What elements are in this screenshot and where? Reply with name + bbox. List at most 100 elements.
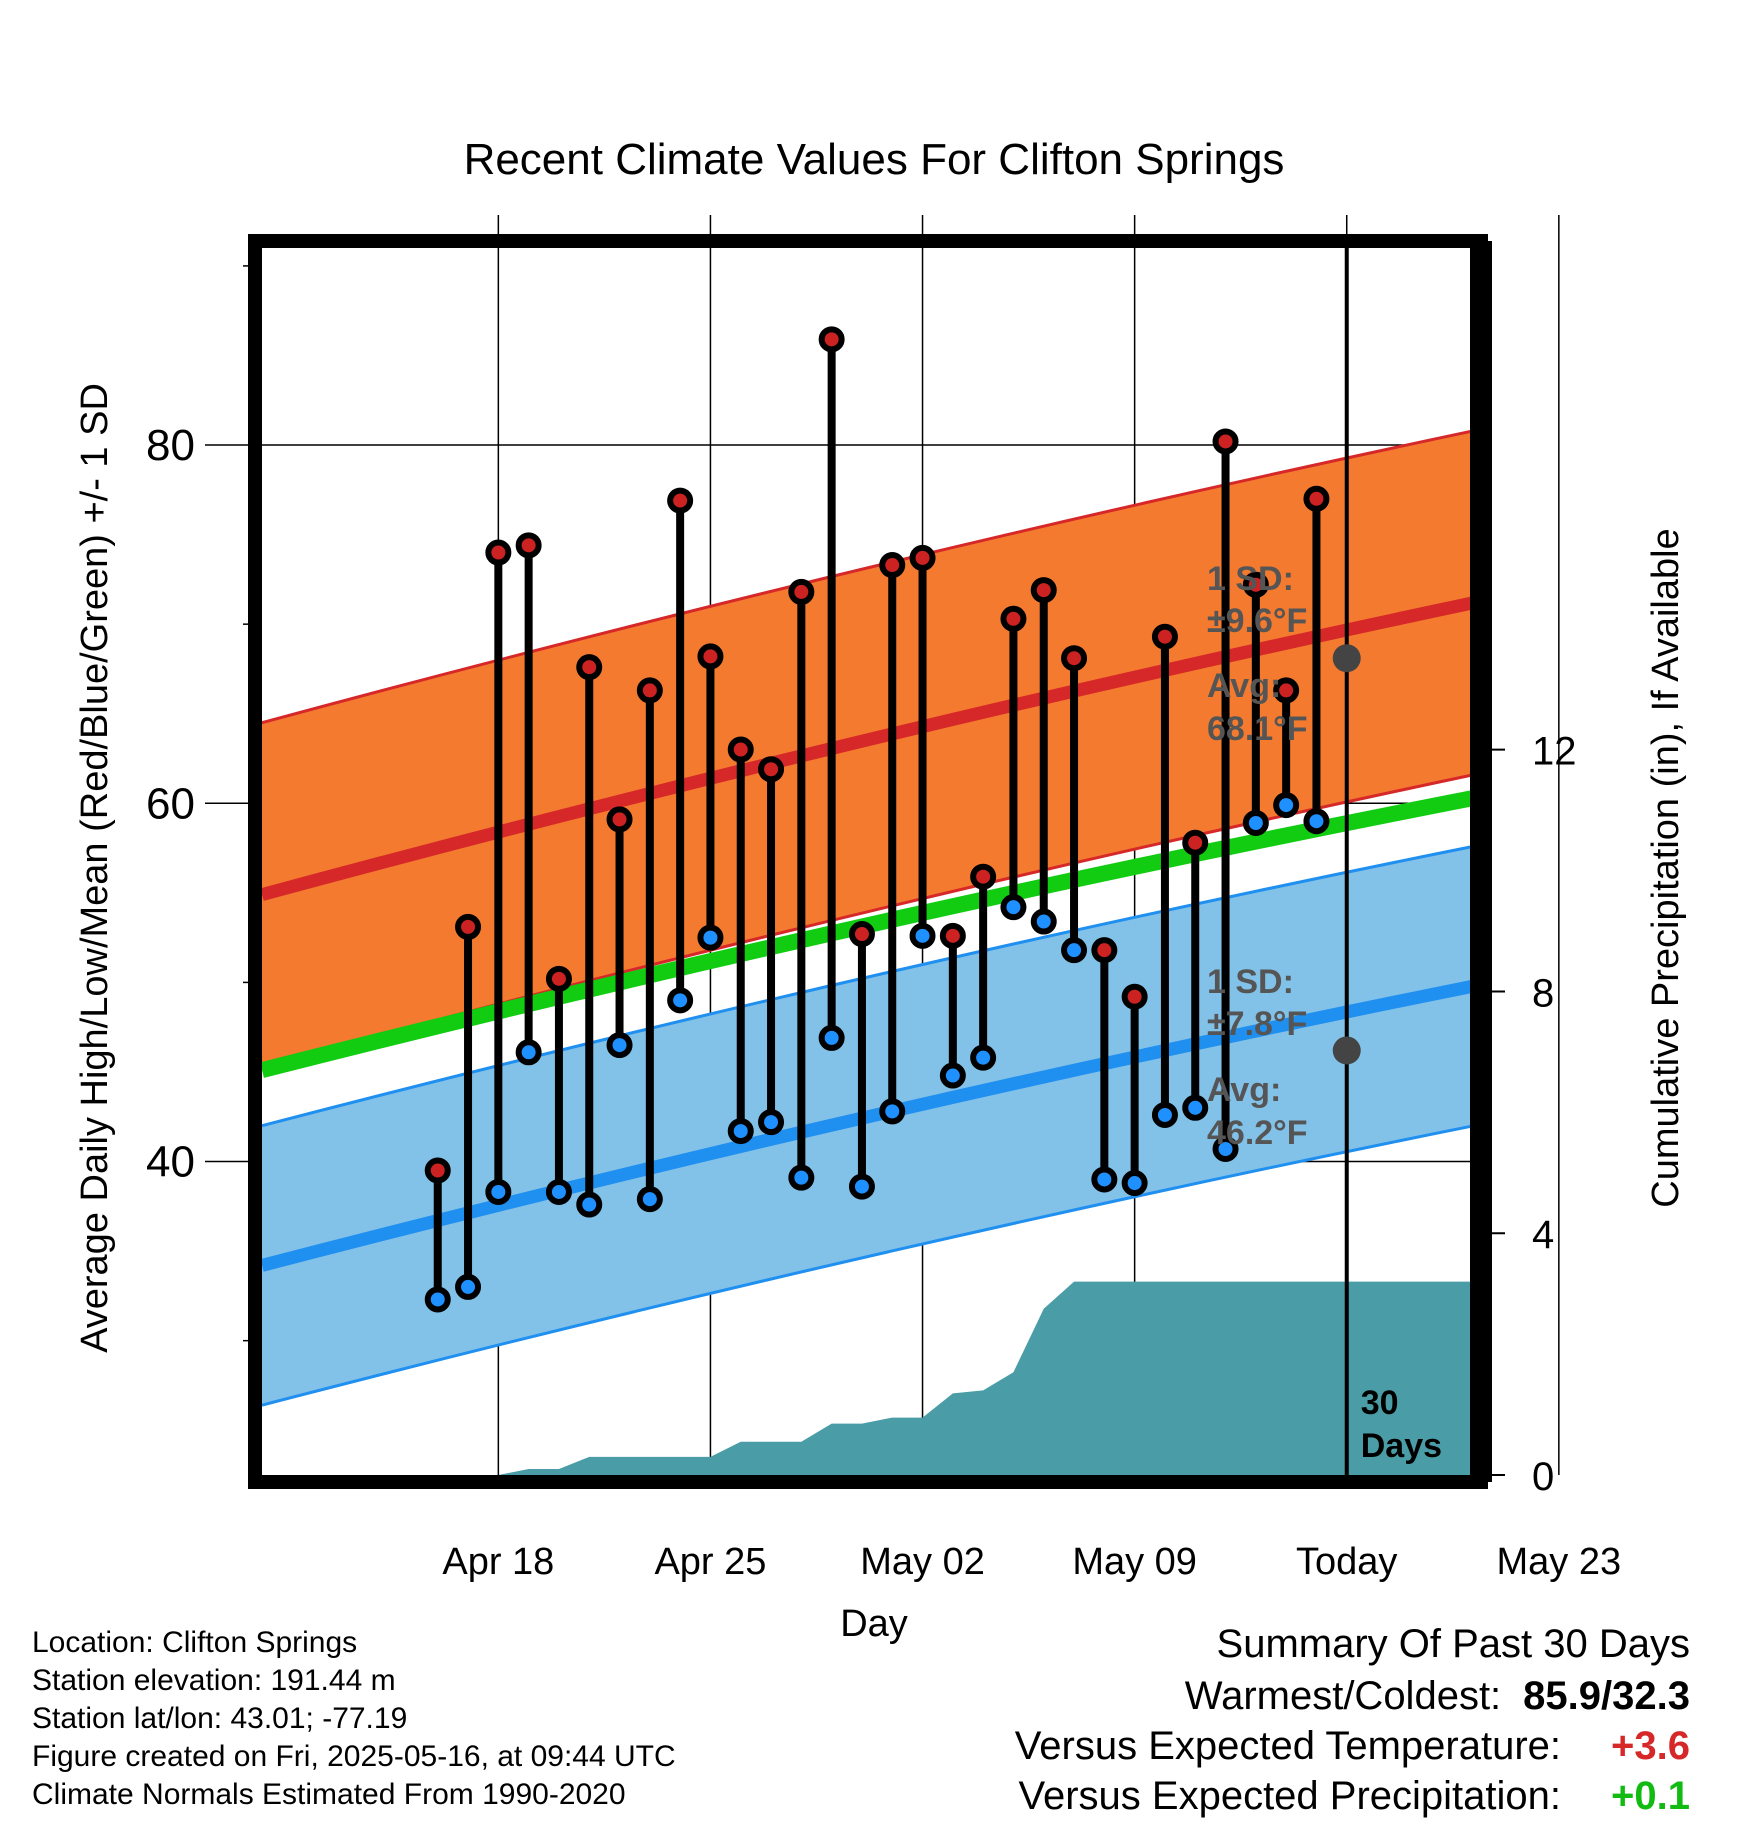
high-point xyxy=(697,643,724,670)
low-point xyxy=(1303,808,1330,835)
high-point xyxy=(1303,485,1330,512)
daily-points xyxy=(424,326,1330,1313)
low-point xyxy=(1061,937,1088,964)
elevation-text: Station elevation: 191.44 m xyxy=(32,1664,396,1697)
temp-row: Versus Expected Temperature: +3.6 xyxy=(1015,1724,1690,1774)
high-point xyxy=(1182,829,1209,856)
low-point xyxy=(455,1273,482,1300)
high-normal-band xyxy=(262,430,1474,1067)
y-axis-label: Average Daily High/Low/Mean (Red/Blue/Gr… xyxy=(74,383,116,1353)
high-avg-label: Avg: xyxy=(1207,667,1281,705)
low-point xyxy=(1182,1094,1209,1121)
low-point xyxy=(758,1109,785,1136)
high-avg-marker xyxy=(1332,644,1361,673)
high-point xyxy=(1030,577,1057,604)
low-point xyxy=(909,922,936,949)
low-normal-band-edge xyxy=(261,844,1475,1128)
high-point xyxy=(758,756,785,783)
temp-label: Versus Expected Temperature: xyxy=(1014,1724,1562,1768)
high-point xyxy=(909,544,936,571)
low-point xyxy=(1242,809,1269,836)
low-point xyxy=(606,1032,633,1059)
low-avg-marker xyxy=(1332,1036,1361,1065)
high-normal-mean-line xyxy=(260,596,1476,901)
low-point xyxy=(788,1164,815,1191)
low-normal-band-edge xyxy=(261,1124,1475,1407)
station-info: Location: Clifton Springs Station elevat… xyxy=(32,1624,676,1814)
low-point xyxy=(1273,792,1300,819)
high-point xyxy=(970,863,997,890)
normals-period-text: Climate Normals Estimated From 1990-2020 xyxy=(32,1778,626,1811)
low-point xyxy=(848,1173,875,1200)
precip-row: Versus Expected Precipitation: +0.1 xyxy=(1015,1774,1691,1824)
low-point xyxy=(727,1118,754,1145)
x-tick-label: Today xyxy=(1296,1541,1397,1583)
high-sd-label: 1 SD: xyxy=(1207,560,1294,598)
low-point xyxy=(1091,1166,1118,1193)
plot-frame xyxy=(248,234,1492,1489)
y2-tick-label: 4 xyxy=(1532,1213,1554,1257)
y2-tick-label: 8 xyxy=(1532,971,1554,1015)
axes: 40 60 80 0 4 8 12 Apr 18 Apr 25 May 02 May 09 Today… xyxy=(146,265,1622,1583)
low-normal-band xyxy=(262,846,1474,1406)
low-point xyxy=(1212,1135,1239,1162)
low-point xyxy=(515,1039,542,1066)
precip-label: Versus Expected Precipitation: xyxy=(1018,1774,1562,1818)
low-point xyxy=(576,1191,603,1218)
today-days-label-2: Days xyxy=(1361,1427,1442,1465)
high-point xyxy=(1273,677,1300,704)
high-normal-band-edge xyxy=(261,429,1475,725)
low-sd-value: ±7.8°F xyxy=(1207,1005,1307,1043)
high-point xyxy=(1242,571,1269,598)
high-avg-value: 68.1°F xyxy=(1207,710,1308,748)
summary-panel: Summary Of Past 30 Days Warmest/Coldest:… xyxy=(1015,1622,1690,1824)
low-point xyxy=(970,1044,997,1071)
precip-value: +0.1 xyxy=(1611,1774,1690,1818)
high-point xyxy=(576,654,603,681)
y-tick-label: 60 xyxy=(146,779,195,828)
warm-cold-label: Warmest/Coldest: xyxy=(1184,1674,1502,1718)
high-point xyxy=(727,736,754,763)
low-point xyxy=(1030,908,1057,935)
high-point xyxy=(1151,623,1178,650)
low-point xyxy=(545,1178,572,1205)
high-point xyxy=(606,806,633,833)
normal-annotations: 1 SD: ±9.6°F Avg: 68.1°F 1 SD: ±7.8°F Av… xyxy=(1207,560,1361,1152)
low-point xyxy=(485,1178,512,1205)
temp-value: +3.6 xyxy=(1611,1724,1690,1768)
low-point xyxy=(939,1062,966,1089)
low-sd-label: 1 SD: xyxy=(1207,963,1294,1001)
y2-axis-label: Cumulative Precipitation (in), If Availa… xyxy=(1645,528,1687,1207)
low-point xyxy=(879,1098,906,1125)
x-axis-label: Day xyxy=(840,1603,908,1645)
high-sd-value: ±9.6°F xyxy=(1207,602,1307,640)
x-tick-label: May 23 xyxy=(1497,1541,1622,1583)
high-point xyxy=(545,965,572,992)
low-avg-value: 46.2°F xyxy=(1207,1114,1308,1152)
summary-heading: Summary Of Past 30 Days xyxy=(1216,1622,1690,1666)
high-point xyxy=(939,922,966,949)
precipitation-area xyxy=(262,1281,1474,1475)
today-line: 30 Days xyxy=(1344,248,1442,1475)
low-point xyxy=(1151,1101,1178,1128)
low-point xyxy=(818,1024,845,1051)
low-point xyxy=(667,987,694,1014)
created-text: Figure created on Fri, 2025-05-16, at 09… xyxy=(32,1740,676,1773)
y-tick-label: 80 xyxy=(146,421,195,470)
high-point xyxy=(636,677,663,704)
high-point xyxy=(485,539,512,566)
y2-tick-label: 0 xyxy=(1532,1455,1554,1499)
x-tick-label: May 09 xyxy=(1072,1541,1197,1583)
x-tick-label: Apr 25 xyxy=(654,1541,766,1583)
warm-cold-value: 85.9/32.3 xyxy=(1523,1674,1690,1718)
x-tick-label: Apr 18 xyxy=(442,1541,554,1583)
high-point xyxy=(1091,937,1118,964)
high-point xyxy=(788,578,815,605)
high-point xyxy=(1000,605,1027,632)
low-point xyxy=(1000,894,1027,921)
low-point xyxy=(424,1286,451,1313)
latlon-text: Station lat/lon: 43.01; -77.19 xyxy=(32,1702,408,1735)
today-days-label-1: 30 xyxy=(1361,1384,1399,1422)
high-point xyxy=(848,921,875,948)
